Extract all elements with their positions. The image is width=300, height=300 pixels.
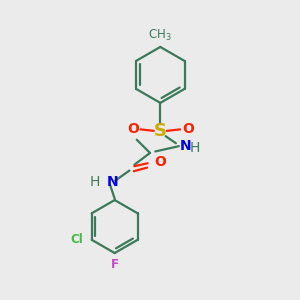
Text: O: O bbox=[127, 122, 139, 136]
Text: S: S bbox=[154, 122, 167, 140]
Text: CH$_3$: CH$_3$ bbox=[148, 27, 172, 43]
Text: O: O bbox=[182, 122, 194, 136]
Text: N: N bbox=[179, 139, 191, 153]
Text: H: H bbox=[190, 141, 200, 154]
Text: Cl: Cl bbox=[70, 233, 83, 246]
Text: O: O bbox=[154, 155, 166, 170]
Text: H: H bbox=[90, 175, 100, 189]
Text: F: F bbox=[111, 258, 119, 272]
Text: N: N bbox=[106, 175, 118, 189]
